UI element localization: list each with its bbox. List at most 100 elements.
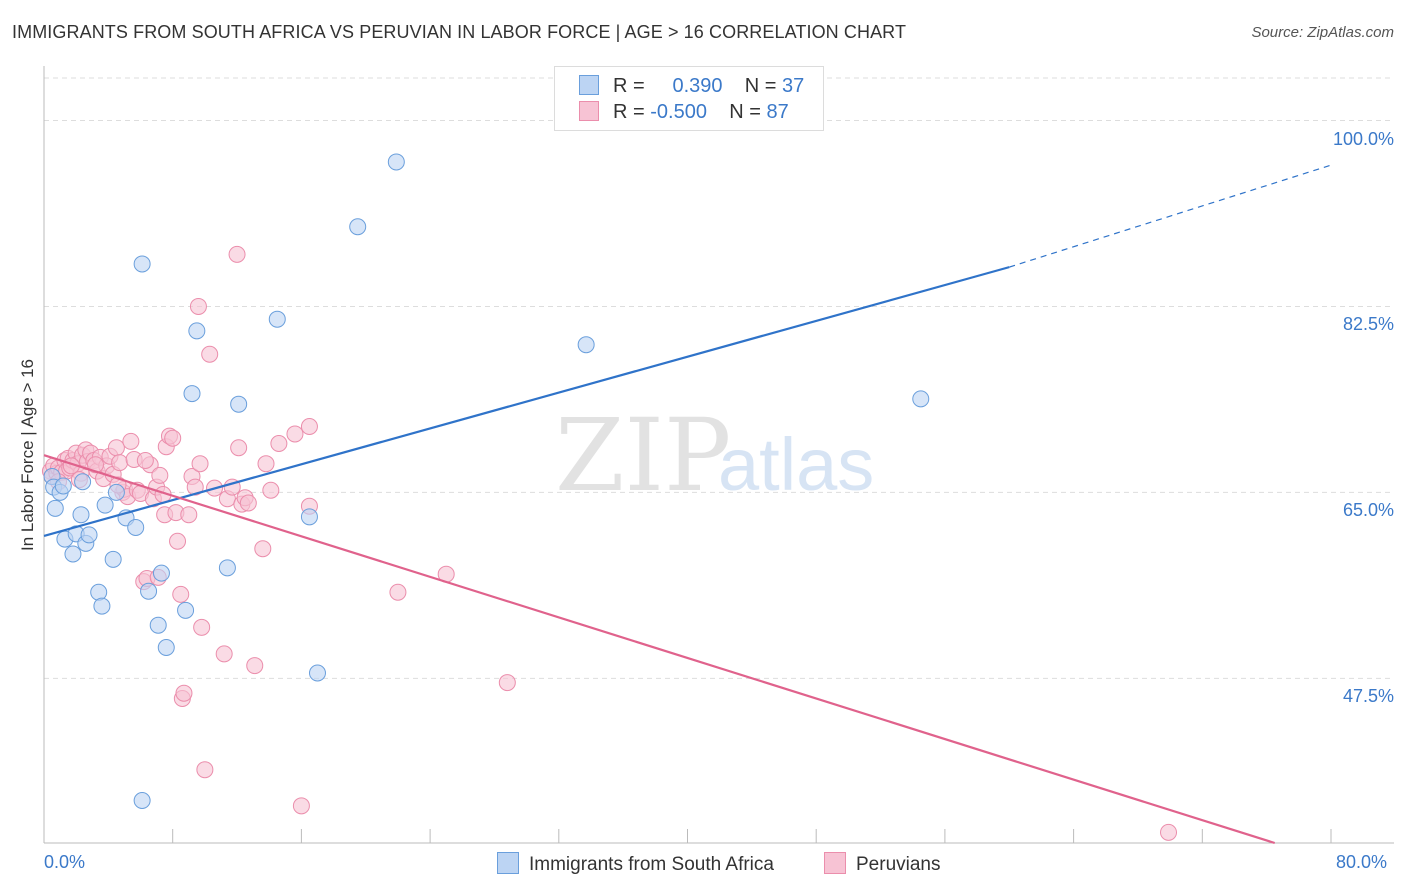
point-south-africa bbox=[93, 597, 111, 615]
source-credit: Source: ZipAtlas.com bbox=[1251, 24, 1394, 41]
x-tick-max: 80.0% bbox=[1336, 852, 1388, 872]
point-south-africa bbox=[133, 792, 151, 809]
point-south-africa bbox=[64, 545, 82, 563]
point-peruvian bbox=[389, 583, 407, 601]
x-tick-min: 0.0% bbox=[44, 852, 86, 872]
point-south-africa bbox=[54, 477, 72, 495]
point-south-africa bbox=[90, 583, 108, 601]
point-peruvian bbox=[201, 345, 219, 363]
chart-title: IMMIGRANTS FROM SOUTH AFRICA VS PERUVIAN… bbox=[12, 22, 907, 42]
point-south-africa bbox=[387, 153, 405, 171]
point-south-africa bbox=[140, 582, 158, 600]
y-tick-label: 82.5% bbox=[1342, 314, 1394, 335]
watermark-zip: ZIP bbox=[555, 397, 731, 514]
point-south-africa bbox=[104, 550, 122, 568]
point-south-africa bbox=[127, 518, 145, 536]
point-peruvian bbox=[498, 674, 516, 692]
point-peruvian bbox=[228, 245, 246, 263]
point-peruvian bbox=[122, 432, 140, 450]
y-tick-label: 100.0% bbox=[1332, 128, 1394, 149]
point-peruvian bbox=[262, 481, 280, 499]
point-south-africa bbox=[183, 385, 201, 403]
point-peruvian bbox=[86, 456, 104, 474]
point-south-africa bbox=[96, 496, 114, 514]
legend-n-label: N = bbox=[744, 75, 777, 97]
point-peruvian bbox=[292, 797, 310, 815]
y-tick-label: 65.0% bbox=[1342, 500, 1394, 521]
point-south-africa bbox=[308, 664, 326, 682]
point-peruvian bbox=[230, 439, 248, 457]
point-south-africa bbox=[230, 395, 248, 413]
bottom-legend-peruvians: Peruvians bbox=[824, 852, 941, 876]
bottom-legend-swatch-blue bbox=[497, 852, 519, 874]
bottom-legend-swatch-pink bbox=[824, 852, 846, 874]
point-south-africa bbox=[149, 616, 167, 634]
y-tick-label: 47.5% bbox=[1342, 686, 1394, 707]
point-peruvian bbox=[215, 645, 233, 663]
bottom-legend-label: Immigrants from South Africa bbox=[529, 854, 774, 875]
point-south-africa bbox=[349, 218, 367, 236]
legend-n-label: N = bbox=[729, 101, 761, 123]
point-peruvian bbox=[193, 618, 211, 636]
point-south-africa bbox=[912, 390, 930, 408]
point-peruvian bbox=[180, 506, 198, 524]
point-peruvian bbox=[136, 452, 154, 469]
point-peruvian bbox=[111, 454, 129, 472]
legend-r-label: R = bbox=[613, 75, 645, 97]
point-peruvian bbox=[286, 425, 304, 443]
point-south-africa bbox=[107, 483, 125, 501]
point-south-africa bbox=[74, 473, 92, 491]
point-south-africa bbox=[268, 310, 286, 328]
grid-layer bbox=[44, 77, 1394, 679]
stats-legend: R = 0.390 N = 37 R = -0.500 N = 87 bbox=[554, 66, 824, 131]
bottom-legend-south-africa: Immigrants from South Africa bbox=[497, 852, 774, 876]
point-peruvian bbox=[164, 429, 182, 447]
legend-n-value: 37 bbox=[782, 75, 805, 97]
points-layer bbox=[41, 153, 1178, 841]
legend-swatch-blue bbox=[579, 75, 599, 95]
trend-line-peruvians bbox=[43, 454, 1276, 845]
point-peruvian bbox=[1160, 823, 1178, 841]
point-south-africa bbox=[188, 322, 206, 340]
legend-r-label: R = bbox=[613, 101, 645, 123]
point-peruvian bbox=[257, 455, 275, 473]
point-peruvian bbox=[186, 478, 204, 496]
legend-row-peruvians: R = -0.500 N = 87 bbox=[579, 101, 789, 127]
point-peruvian bbox=[270, 435, 288, 452]
legend-r-value: -0.500 bbox=[650, 101, 707, 123]
point-peruvian bbox=[196, 761, 214, 779]
axes-layer bbox=[43, 66, 1394, 844]
watermark-atlas: atlas bbox=[718, 423, 874, 506]
point-south-africa bbox=[80, 526, 98, 544]
bottom-legend-label: Peruvians bbox=[856, 854, 941, 875]
point-south-africa bbox=[177, 601, 195, 619]
point-peruvian bbox=[151, 466, 169, 484]
point-peruvian bbox=[172, 585, 190, 603]
point-peruvian bbox=[239, 494, 257, 512]
point-south-africa bbox=[300, 508, 318, 526]
point-south-africa bbox=[72, 506, 90, 524]
point-south-africa bbox=[577, 336, 595, 354]
legend-row-south-africa: R = 0.390 N = 37 bbox=[579, 75, 804, 101]
point-south-africa bbox=[133, 255, 151, 273]
point-peruvian bbox=[254, 540, 272, 558]
point-south-africa bbox=[152, 564, 170, 582]
trend-layer bbox=[43, 164, 1332, 845]
point-south-africa bbox=[46, 499, 64, 517]
point-south-africa bbox=[218, 559, 236, 577]
point-peruvian bbox=[246, 657, 264, 675]
trend-line-south-africa-extension bbox=[1009, 164, 1332, 268]
point-peruvian bbox=[175, 684, 193, 702]
point-peruvian bbox=[107, 439, 125, 457]
point-peruvian bbox=[189, 297, 207, 315]
point-peruvian bbox=[169, 532, 187, 550]
point-peruvian bbox=[191, 455, 209, 473]
legend-r-value: 0.390 bbox=[672, 75, 723, 97]
watermark: ZIP atlas bbox=[555, 397, 874, 514]
legend-n-value: 87 bbox=[766, 101, 789, 123]
point-south-africa bbox=[157, 639, 175, 656]
legend-swatch-pink bbox=[579, 101, 599, 121]
trend-line-south-africa bbox=[43, 266, 1010, 537]
point-peruvian bbox=[300, 418, 318, 435]
